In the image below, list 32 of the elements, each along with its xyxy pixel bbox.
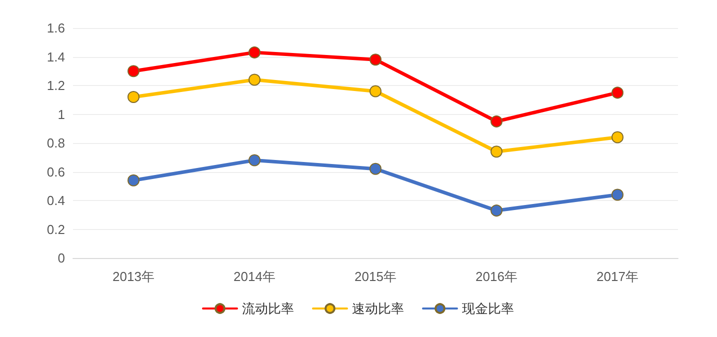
point (370, 54, 382, 66)
point (490, 204, 502, 217)
x-tick-label: 2013年 (112, 269, 154, 284)
y-tick-label: 0 (58, 250, 65, 266)
y-tick-label: 1.6 (46, 20, 65, 36)
point (128, 91, 140, 103)
y-tick-label: 1.2 (46, 78, 65, 93)
y-tick-label: 1 (58, 106, 65, 122)
point (612, 131, 624, 144)
point (248, 46, 260, 58)
point (248, 154, 260, 166)
y-tick-label: 1.4 (46, 49, 65, 64)
point (370, 162, 382, 175)
y-tick-label: 0.8 (46, 136, 65, 150)
legend-label: 速动比率 (352, 301, 404, 316)
y-tick-label: 0.6 (46, 164, 65, 180)
y-tick-label: 0.4 (46, 193, 65, 208)
point (490, 115, 502, 128)
point (370, 85, 382, 98)
point (128, 65, 140, 78)
point (612, 86, 624, 99)
point (248, 74, 260, 86)
legend-label: 现金比率 (462, 301, 514, 316)
point (612, 188, 624, 201)
point (490, 146, 502, 158)
point (128, 174, 140, 186)
x-tick-label: 2016年 (476, 269, 518, 284)
x-tick-label: 2014年 (234, 269, 276, 284)
y-tick-label: 0.2 (46, 222, 65, 237)
x-tick-label: 2017年 (596, 269, 638, 284)
x-tick-label: 2015年 (354, 269, 396, 284)
legend-label: 流动比率 (242, 301, 294, 316)
